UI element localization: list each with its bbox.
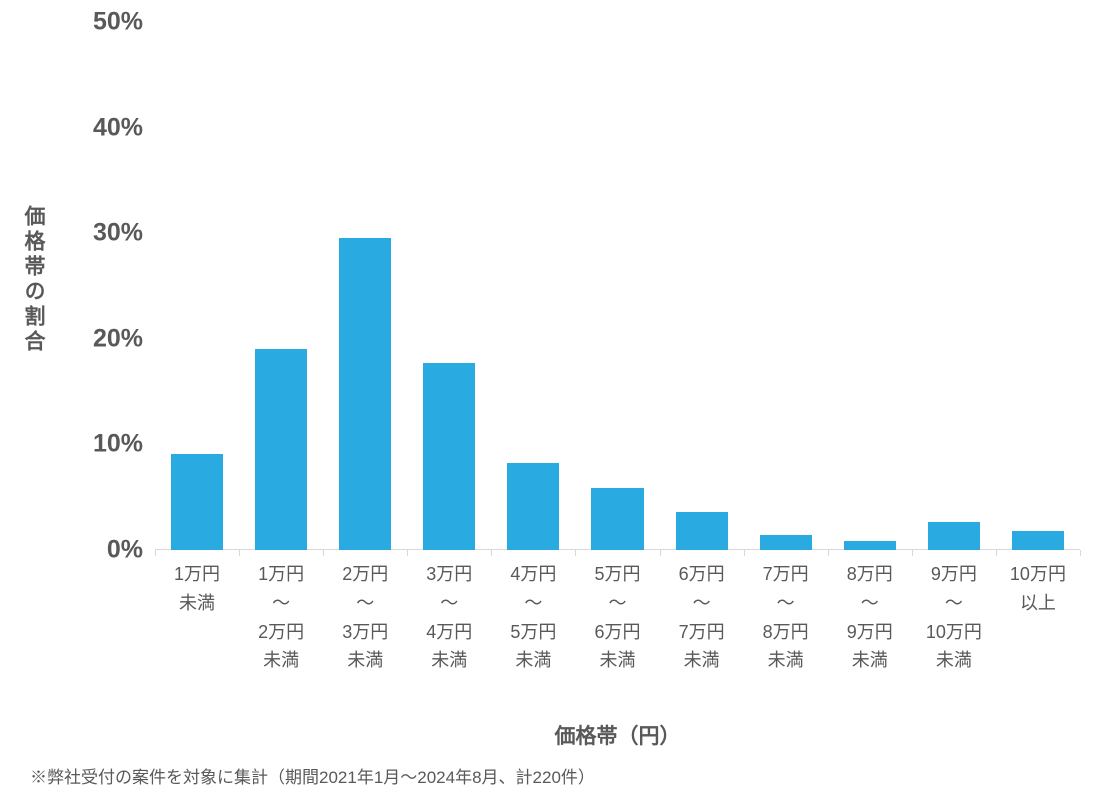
x-tick [491,550,492,556]
y-tick-label: 20% [93,324,143,353]
x-tick-label: 1万円 未満 [155,560,239,618]
bar [928,522,980,551]
x-tick [1080,550,1081,556]
x-tick [407,550,408,556]
x-tick [323,550,324,556]
chart-container: 価格帯の割合 0%10%20%30%40%50% 1万円 未満1万円 〜 2万円… [0,0,1109,802]
x-tick [575,550,576,556]
plot-area: 0%10%20%30%40%50% [155,22,1080,550]
x-tick [155,550,156,556]
bar [507,463,559,550]
bar [423,363,475,550]
x-tick-label: 10万円 以上 [996,560,1080,618]
y-tick-label: 50% [93,8,143,37]
x-tick [660,550,661,556]
x-tick-label: 3万円 〜 4万円 未満 [407,560,491,675]
x-tick [912,550,913,556]
x-tick-label: 1万円 〜 2万円 未満 [239,560,323,675]
x-axis-title: 価格帯（円） [155,720,1080,750]
x-tick-label: 2万円 〜 3万円 未満 [323,560,407,675]
x-tick-label: 7万円 〜 8万円 未満 [744,560,828,675]
y-tick-label: 0% [107,536,143,565]
y-axis-label: 価格帯の割合 [18,205,48,355]
bar [591,488,643,550]
bar [339,238,391,550]
x-tick-label: 9万円 〜 10万円 未満 [912,560,996,675]
footnote-text: ※弊社受付の案件を対象に集計（期間2021年1月〜2024年8月、計220件） [30,763,595,788]
x-tick-label: 4万円 〜 5万円 未満 [491,560,575,675]
bar [1012,531,1064,550]
x-tick [828,550,829,556]
y-tick-label: 10% [93,430,143,459]
x-tick-label: 5万円 〜 6万円 未満 [575,560,659,675]
bar [171,454,223,550]
bars-group [155,22,1080,550]
bar [676,512,728,550]
x-tick [744,550,745,556]
bar [844,541,896,551]
x-tick-label: 6万円 〜 7万円 未満 [660,560,744,675]
y-tick-label: 40% [93,113,143,142]
x-tick-label: 8万円 〜 9万円 未満 [828,560,912,675]
x-tick [239,550,240,556]
bar [255,349,307,550]
y-tick-label: 30% [93,219,143,248]
bar [760,535,812,550]
x-tick [996,550,997,556]
